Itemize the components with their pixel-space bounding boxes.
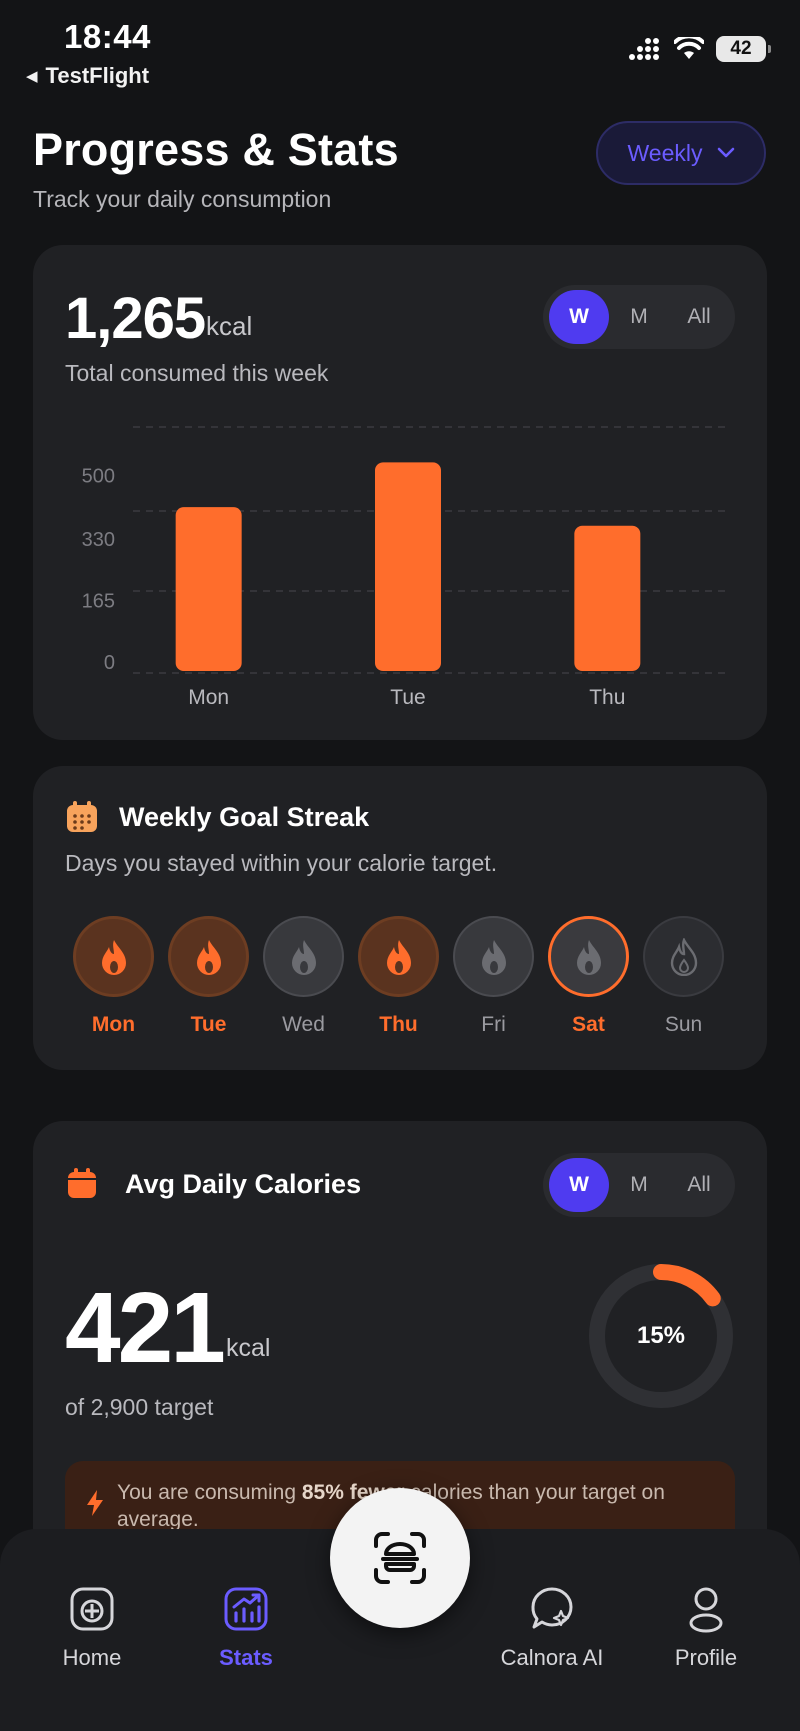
day-label: Fri — [481, 1013, 506, 1036]
tab-label: Calnora AI — [500, 1645, 604, 1670]
segment-week[interactable]: W — [549, 290, 609, 344]
flame-icon — [101, 939, 126, 975]
tab-stats[interactable]: Stats — [186, 1585, 306, 1671]
stats-icon — [224, 1587, 268, 1631]
segment-all[interactable]: All — [687, 305, 711, 328]
y-tick-label: 0 — [104, 652, 115, 674]
profile-icon — [689, 1587, 723, 1633]
streak-day-mon[interactable]: Mon — [73, 916, 154, 1037]
back-triangle-icon: ◀ — [26, 68, 38, 85]
scan-food-icon — [374, 1532, 426, 1584]
streak-subtitle: Days you stayed within your calorie targ… — [65, 850, 498, 876]
day-circle — [168, 916, 249, 997]
flame-icon — [481, 939, 506, 975]
tab-profile[interactable]: Profile — [646, 1585, 766, 1671]
status-bar: 18:44 ◀ TestFlight 42 — [0, 0, 800, 95]
day-circle — [548, 916, 629, 997]
avg-kcal-unit: kcal — [226, 1334, 271, 1362]
lightning-bolt-icon — [87, 1490, 103, 1516]
day-label: Sat — [572, 1013, 605, 1036]
segment-all[interactable]: All — [687, 1173, 711, 1196]
day-circle — [263, 916, 344, 997]
flame-icon — [386, 939, 411, 975]
back-to-app-link[interactable]: ◀ TestFlight — [26, 63, 149, 89]
x-tick-label: Tue — [390, 686, 425, 709]
flame-outline-icon — [670, 937, 697, 976]
x-tick-label: Thu — [589, 686, 625, 709]
page-title: Progress & Stats — [33, 124, 399, 175]
day-circle — [73, 916, 154, 997]
cellular-signal-icon — [629, 38, 659, 60]
weekly-goal-streak-card: Weekly Goal Streak Days you stayed withi… — [33, 766, 767, 1070]
progress-percent-label: 15% — [636, 1322, 686, 1349]
page-subtitle: Track your daily consumption — [33, 186, 332, 212]
calendar-grid-icon — [67, 801, 97, 832]
tab-home[interactable]: Home — [32, 1585, 152, 1671]
tab-calnora-ai[interactable]: Calnora AI — [487, 1585, 617, 1671]
streak-days-row: Mon Tue Wed Thu Fri Sat Sun — [73, 916, 724, 1037]
period-dropdown[interactable]: Weekly — [596, 121, 766, 185]
total-kcal-unit: kcal — [206, 311, 253, 341]
y-tick-label: 330 — [82, 529, 115, 551]
system-icons: 42 — [628, 36, 771, 62]
target-progress-ring — [589, 1264, 733, 1408]
streak-day-sat[interactable]: Sat — [548, 916, 629, 1037]
y-tick-label: 500 — [82, 466, 115, 488]
weekly-calories-bar-chart: 0 165 330 500 Mon Tue Thu — [82, 426, 731, 709]
streak-day-wed[interactable]: Wed — [263, 916, 344, 1037]
avg-kcal-value: 421 — [65, 1272, 226, 1384]
total-kcal-subtitle: Total consumed this week — [65, 360, 329, 386]
streak-day-sun[interactable]: Sun — [643, 916, 724, 1037]
calendar-icon — [68, 1168, 96, 1198]
avg-range-segmented-control: W M All — [543, 1153, 735, 1217]
day-label: Sun — [664, 1013, 703, 1036]
wifi-icon — [674, 37, 704, 59]
chart-bar-tue[interactable] — [375, 462, 441, 671]
day-label: Tue — [190, 1013, 227, 1036]
clock: 18:44 — [64, 18, 151, 55]
scan-food-button[interactable] — [330, 1488, 470, 1628]
chevron-down-icon — [717, 147, 734, 158]
streak-day-thu[interactable]: Thu — [358, 916, 439, 1037]
y-tick-label: 165 — [82, 591, 115, 613]
tab-label: Profile — [674, 1645, 738, 1670]
chart-bar-mon[interactable] — [175, 507, 242, 671]
flame-icon — [291, 939, 316, 975]
streak-day-tue[interactable]: Tue — [168, 916, 249, 1037]
progress-arc — [653, 1264, 721, 1307]
day-label: Mon — [91, 1013, 136, 1036]
tab-label: Home — [62, 1645, 122, 1670]
streak-day-fri[interactable]: Fri — [453, 916, 534, 1037]
chart-bar-thu[interactable] — [574, 525, 641, 671]
day-circle — [643, 916, 724, 997]
flame-icon — [576, 939, 601, 975]
total-kcal-value: 1,265 — [65, 286, 206, 351]
day-circle — [453, 916, 534, 997]
avg-calories-title: Avg Daily Calories — [125, 1169, 362, 1199]
streak-title: Weekly Goal Streak — [119, 802, 370, 832]
period-dropdown-label: Weekly — [627, 139, 703, 166]
total-consumed-card: 1,265 kcal Total consumed this week W M … — [33, 245, 767, 740]
total-range-segmented-control: W M All — [543, 285, 735, 349]
day-circle — [358, 916, 439, 997]
home-icon — [70, 1587, 114, 1631]
flame-icon — [196, 939, 221, 975]
segment-month[interactable]: M — [630, 1173, 648, 1196]
day-label: Thu — [379, 1013, 418, 1036]
tab-label: Stats — [219, 1645, 273, 1670]
ai-chat-icon — [531, 1587, 573, 1629]
avg-target-text: of 2,900 target — [65, 1394, 214, 1420]
insight-suffix: calories than your target on average. — [117, 1481, 665, 1531]
battery-icon: 42 — [716, 36, 771, 62]
insight-prefix: You are consuming — [117, 1481, 302, 1504]
day-label: Wed — [282, 1013, 325, 1036]
segment-month[interactable]: M — [630, 305, 648, 328]
back-app-label: TestFlight — [45, 63, 150, 88]
x-tick-label: Mon — [188, 686, 229, 709]
segment-week[interactable]: W — [549, 1158, 609, 1212]
